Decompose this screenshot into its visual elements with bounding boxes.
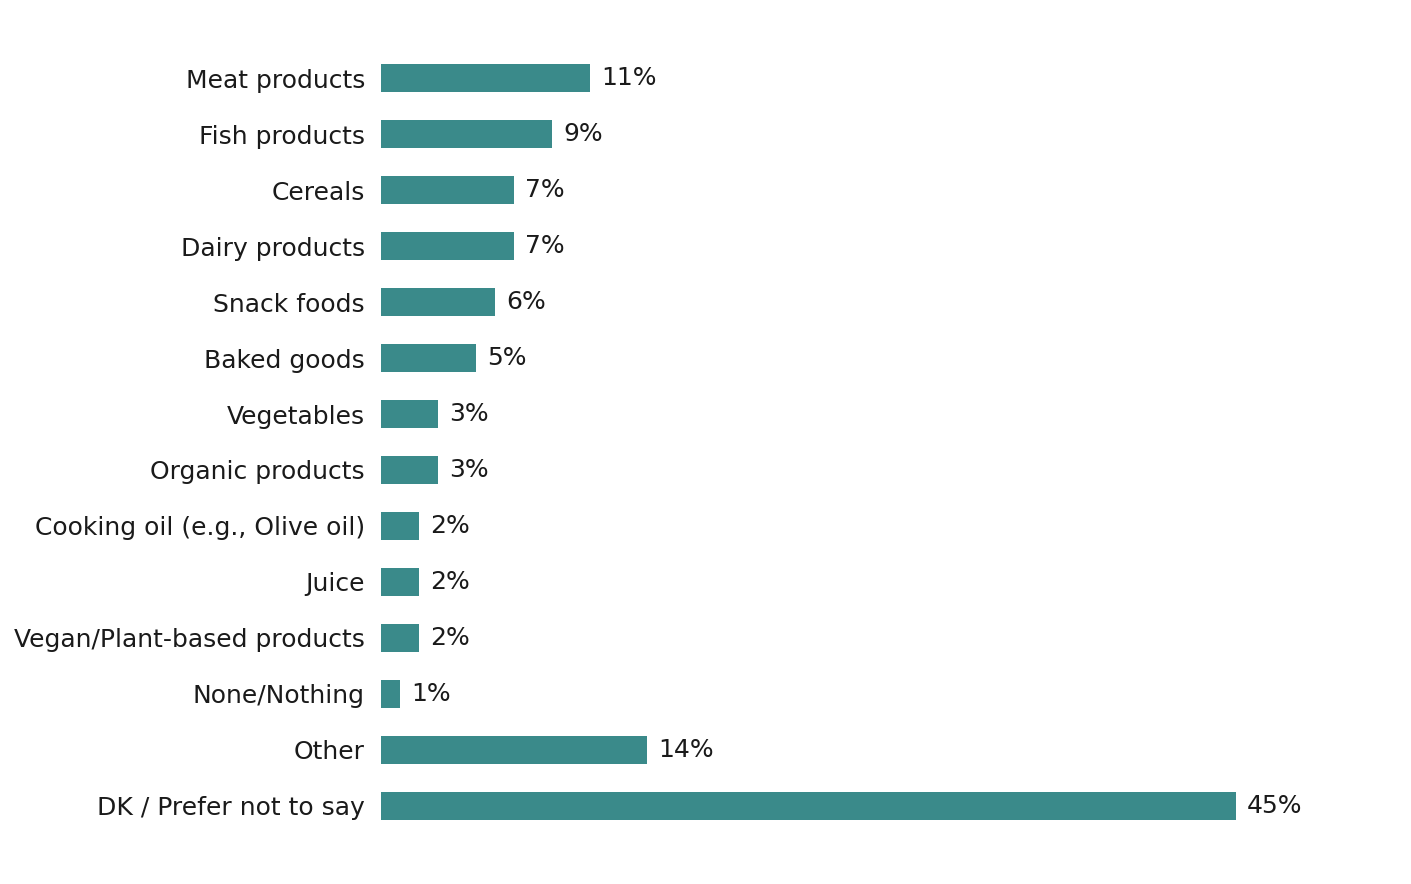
Text: 2%: 2% [430, 514, 470, 538]
Bar [381, 680, 399, 708]
Bar [381, 512, 419, 540]
Bar [381, 120, 552, 149]
Bar [381, 624, 419, 652]
Text: 45%: 45% [1247, 794, 1302, 818]
Text: 6%: 6% [507, 290, 546, 314]
Text: 3%: 3% [449, 402, 490, 426]
Text: 1%: 1% [412, 682, 452, 705]
Bar [381, 400, 437, 428]
Text: 11%: 11% [601, 66, 656, 90]
Bar [381, 176, 514, 204]
Text: 14%: 14% [659, 738, 714, 762]
Bar [381, 568, 419, 596]
Text: 2%: 2% [430, 570, 470, 594]
Bar [381, 65, 590, 92]
Text: 7%: 7% [525, 179, 564, 202]
Text: 3%: 3% [449, 458, 490, 482]
Text: 7%: 7% [525, 234, 564, 258]
Bar [381, 735, 646, 764]
Text: 5%: 5% [487, 346, 526, 370]
Bar [381, 232, 514, 260]
Text: 9%: 9% [563, 122, 602, 146]
Bar [381, 792, 1236, 819]
Bar [381, 288, 495, 316]
Bar [381, 456, 437, 484]
Bar [381, 344, 476, 372]
Text: 2%: 2% [430, 626, 470, 650]
